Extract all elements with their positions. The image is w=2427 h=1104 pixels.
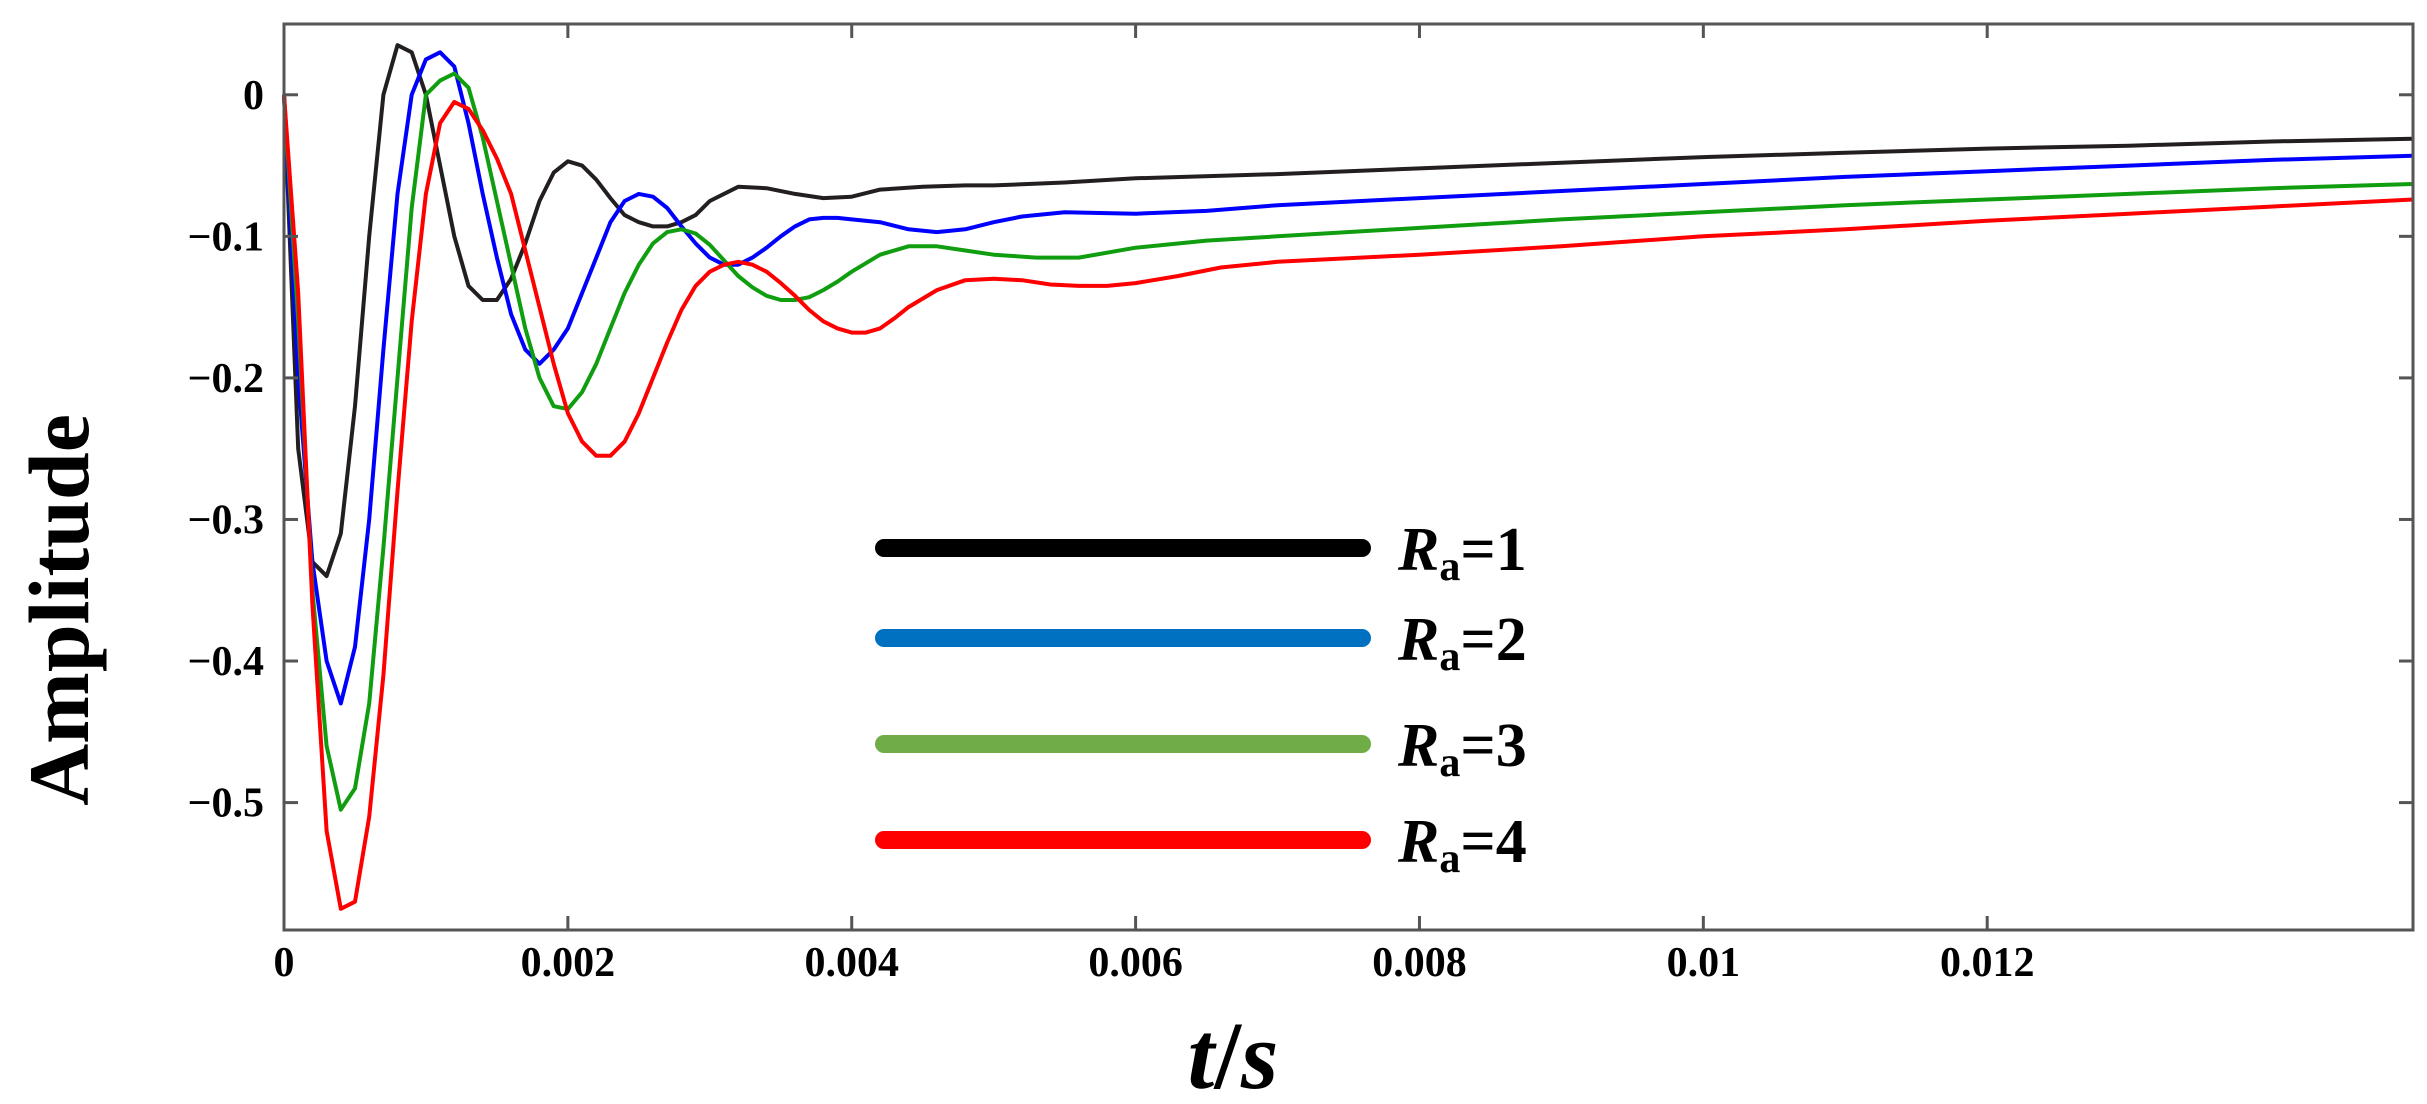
x-tick-label: 0.006 bbox=[1088, 940, 1183, 986]
series-line-2 bbox=[282, 50, 2414, 706]
x-tick-label: 0.004 bbox=[804, 940, 899, 986]
y-tick-label: −0.5 bbox=[188, 781, 264, 827]
legend-label-1: Ra=1 bbox=[1397, 516, 1527, 590]
series-layer bbox=[282, 43, 2414, 911]
plot-frame bbox=[282, 22, 2415, 932]
x-axis-title-unit: s bbox=[1240, 1002, 1278, 1104]
legend-label-sub: a bbox=[1439, 836, 1460, 882]
series-line-1 bbox=[282, 43, 2414, 579]
x-tick-label: 0.012 bbox=[1940, 940, 2035, 986]
legend-label-var: R bbox=[1397, 808, 1439, 876]
legend-label-eq: =4 bbox=[1460, 808, 1526, 876]
legend-label-sub: a bbox=[1439, 544, 1460, 590]
legend-label-var: R bbox=[1397, 516, 1439, 584]
y-tick-label: 0 bbox=[243, 73, 264, 119]
legend-label-4: Ra=4 bbox=[1397, 808, 1527, 882]
x-tick-label: 0 bbox=[274, 940, 295, 986]
legend-label-2: Ra=2 bbox=[1397, 606, 1527, 680]
x-axis-title-sep: / bbox=[1213, 1002, 1242, 1104]
series-line-4 bbox=[282, 94, 2414, 911]
y-tick-label: −0.2 bbox=[188, 356, 264, 402]
y-tick-label: −0.1 bbox=[188, 214, 264, 260]
ticks-layer: 0 0.002 0.004 0.006 0.008 0.01 0.012 0 −0.1 −0.2 −… bbox=[188, 24, 2413, 986]
legend-label-eq: =2 bbox=[1460, 606, 1526, 674]
x-tick-label: 0.01 bbox=[1667, 940, 1741, 986]
y-axis-title: Amplitude bbox=[11, 414, 107, 806]
legend: Ra=1Ra=2Ra=3Ra=4 bbox=[875, 516, 1527, 882]
legend-label-eq: =1 bbox=[1460, 516, 1526, 584]
legend-label-eq: =3 bbox=[1460, 712, 1526, 780]
x-axis-title-var: t bbox=[1188, 1002, 1218, 1104]
legend-label-sub: a bbox=[1439, 634, 1460, 680]
y-tick-label: −0.3 bbox=[188, 497, 264, 543]
legend-label-sub: a bbox=[1439, 740, 1460, 786]
legend-label-var: R bbox=[1397, 606, 1439, 674]
x-axis-title: t/s bbox=[1188, 1002, 1279, 1104]
legend-label-3: Ra=3 bbox=[1397, 712, 1527, 786]
legend-label-var: R bbox=[1397, 712, 1439, 780]
series-line-3 bbox=[282, 71, 2414, 812]
x-tick-label: 0.002 bbox=[521, 940, 616, 986]
y-tick-label: −0.4 bbox=[188, 639, 264, 685]
x-tick-label: 0.008 bbox=[1372, 940, 1467, 986]
